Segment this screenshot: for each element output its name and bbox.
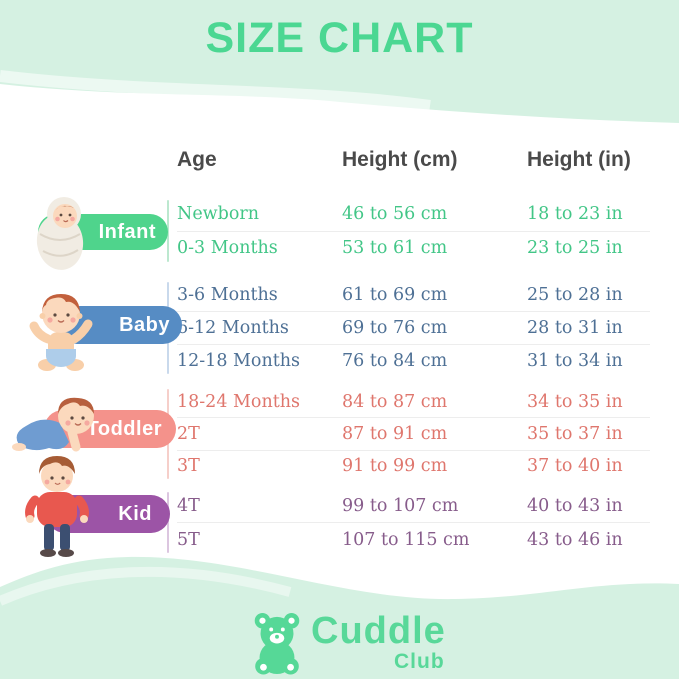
infant-illustration — [36, 197, 84, 270]
toddler-illustration — [12, 397, 94, 452]
height-cm-cell: 99 to 107 cm — [342, 495, 459, 516]
column-header-age: Age — [177, 148, 217, 171]
age-cell: 4T — [177, 495, 200, 516]
group-label-infant: Infant — [98, 220, 156, 243]
height-cm-cell: 84 to 87 cm — [342, 391, 448, 412]
height-in-cell: 28 to 31 in — [527, 318, 623, 338]
height-in-cell: 23 to 25 in — [527, 238, 623, 259]
height-cm-cell: 53 to 61 cm — [342, 238, 448, 259]
brand-logo: Cuddle Club — [0, 608, 679, 679]
size-row: 3-6 Months 61 to 69 cm 25 to 28 in — [177, 279, 650, 312]
toddler-rows: 18-24 Months 84 to 87 cm 34 to 35 in 2T … — [177, 386, 650, 482]
size-row: 4T 99 to 107 cm 40 to 43 in — [177, 489, 650, 523]
height-in-cell: 40 to 43 in — [527, 495, 623, 516]
height-cm-cell: 61 to 69 cm — [342, 285, 448, 305]
group-divider-line — [167, 492, 169, 553]
bottom-wave-highlight — [0, 566, 292, 606]
size-row: 18-24 Months 84 to 87 cm 34 to 35 in — [177, 386, 650, 419]
height-in-cell: 37 to 40 in — [527, 456, 623, 477]
height-in-cell: 25 to 28 in — [527, 285, 623, 305]
size-row: 5T 107 to 115 cm 43 to 46 in — [177, 523, 650, 556]
age-cell: Newborn — [177, 203, 260, 224]
size-group-kid: Kid 4T 99 to 107 cm 40 to 43 in — [0, 456, 679, 557]
height-cm-cell: 87 to 91 cm — [342, 423, 448, 444]
group-label-toddler: Toddler — [86, 417, 162, 440]
age-cell: 3-6 Months — [177, 285, 278, 305]
height-cm-cell: 107 to 115 cm — [342, 529, 470, 550]
height-cm-cell: 91 to 99 cm — [342, 456, 448, 477]
group-label-kid: Kid — [118, 502, 152, 525]
age-cell: 0-3 Months — [177, 238, 278, 259]
age-cell: 5T — [177, 529, 200, 550]
group-divider-line — [167, 200, 169, 262]
baby-illustration — [29, 294, 93, 371]
teddy-bear-icon — [254, 612, 300, 675]
size-row: 12-18 Months 76 to 84 cm 31 to 34 in — [177, 345, 650, 377]
white-card-wave — [0, 84, 679, 600]
height-in-cell: 34 to 35 in — [527, 391, 623, 412]
size-row: Newborn 46 to 56 cm 18 to 23 in — [177, 197, 650, 232]
age-cell: 12-18 Months — [177, 351, 301, 371]
brand-name: Cuddle — [311, 610, 446, 652]
size-row: 2T 87 to 91 cm 35 to 37 in — [177, 418, 650, 451]
table-header-row: Age Height (cm) Height (in) — [0, 148, 679, 178]
height-cm-cell: 69 to 76 cm — [342, 318, 448, 338]
size-row: 3T 91 to 99 cm 37 to 40 in — [177, 451, 650, 482]
kid-illustration — [25, 456, 89, 557]
infant-rows: Newborn 46 to 56 cm 18 to 23 in 0-3 Mont… — [177, 197, 650, 265]
size-row: 0-3 Months 53 to 61 cm 23 to 25 in — [177, 232, 650, 266]
age-cell: 3T — [177, 456, 200, 477]
height-cm-cell: 46 to 56 cm — [342, 203, 448, 224]
height-in-cell: 35 to 37 in — [527, 423, 623, 444]
age-cell: 18-24 Months — [177, 391, 301, 412]
age-cell: 6-12 Months — [177, 318, 289, 338]
size-group-toddler: Toddler 18-24 Months 84 to 87 cm 34 to 3… — [0, 386, 679, 482]
page-title: SIZE CHART — [205, 14, 474, 62]
height-in-cell: 43 to 46 in — [527, 529, 623, 550]
height-in-cell: 18 to 23 in — [527, 203, 623, 224]
top-wave-highlight — [0, 70, 431, 112]
kid-rows: 4T 99 to 107 cm 40 to 43 in 5T 107 to 11… — [177, 489, 650, 556]
column-header-height-in: Height (in) — [527, 148, 631, 171]
size-group-infant: Infant Newborn 46 to 56 cm 18 to 23 in 0… — [0, 197, 679, 270]
height-in-cell: 31 to 34 in — [527, 351, 623, 371]
column-header-height-cm: Height (cm) — [342, 148, 458, 171]
group-label-baby: Baby — [119, 313, 170, 336]
height-cm-cell: 76 to 84 cm — [342, 351, 448, 371]
baby-rows: 3-6 Months 61 to 69 cm 25 to 28 in 6-12 … — [177, 279, 650, 377]
size-group-baby: Baby 3-6 Months 61 to 69 cm 25 to 28 in — [0, 279, 679, 377]
brand-subtitle: Club — [394, 650, 445, 673]
size-row: 6-12 Months 69 to 76 cm 28 to 31 in — [177, 312, 650, 345]
age-cell: 2T — [177, 423, 200, 444]
